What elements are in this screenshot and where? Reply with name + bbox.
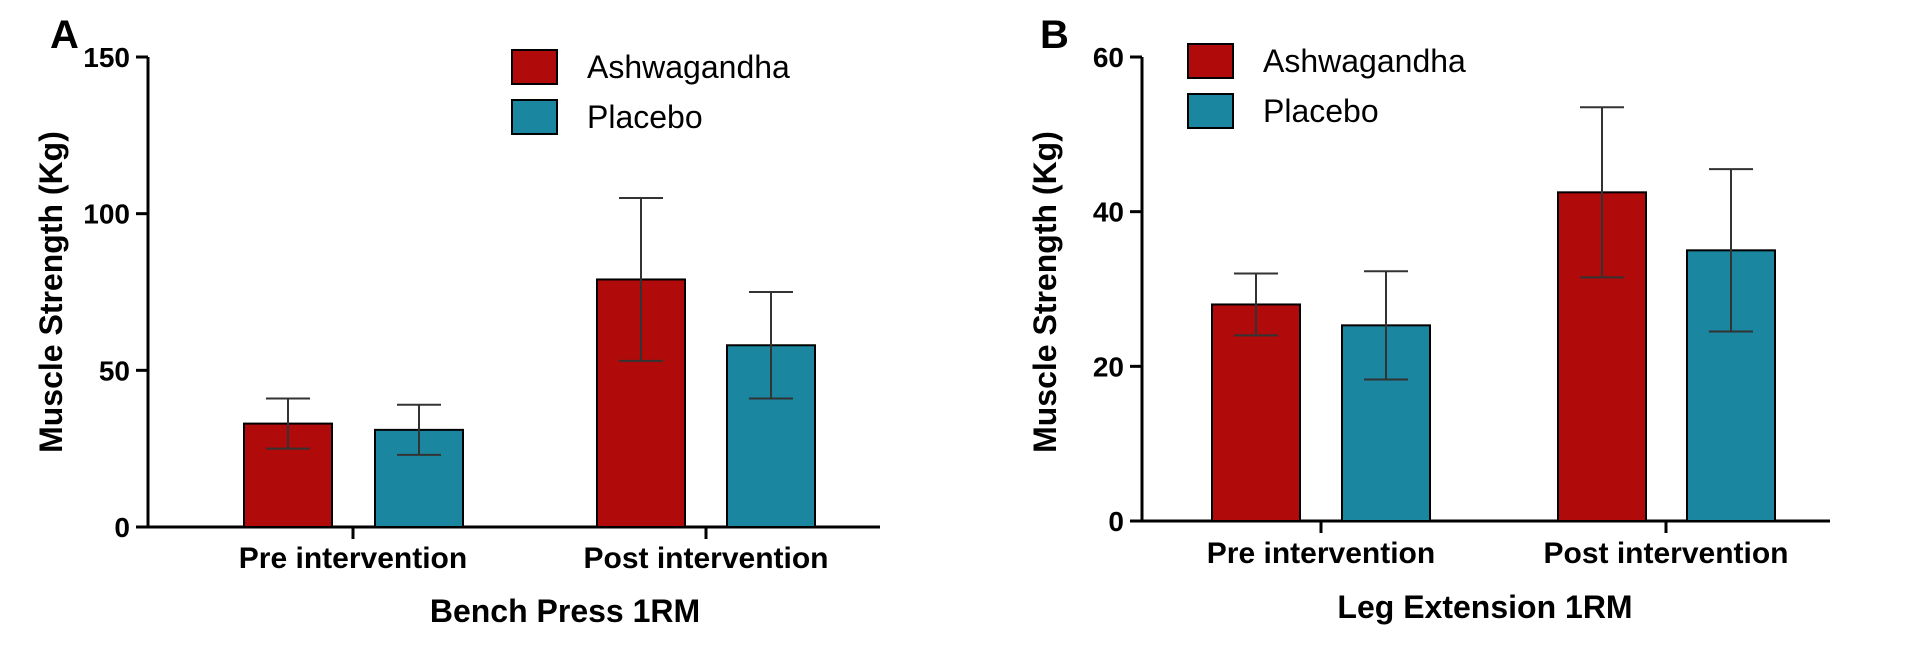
y-tick-label: 150 — [83, 42, 130, 73]
y-tick-label: 0 — [114, 512, 130, 543]
panel-a: A 0 50 100 150 Pre intervention Post intervent… — [33, 13, 880, 629]
legend-label: Placebo — [1263, 93, 1379, 129]
bar-ashwagandha — [1211, 303, 1301, 523]
panel-label: B — [1040, 13, 1069, 57]
legend-swatch-placebo — [1187, 93, 1234, 129]
y-tick-label: 60 — [1093, 42, 1124, 73]
legend-label: Ashwagandha — [1263, 43, 1466, 79]
x-axis-title: Bench Press 1RM — [430, 593, 700, 629]
panel-b: B 0 20 40 60 Pre intervention Post interventio… — [1027, 13, 1830, 625]
y-tick-label: 100 — [83, 199, 130, 230]
legend-swatch-ashwagandha — [511, 49, 558, 85]
y-tick-label: 40 — [1093, 197, 1124, 228]
y-tick-label: 20 — [1093, 351, 1124, 382]
legend-swatch-ashwagandha — [1187, 43, 1234, 79]
y-tick-label: 0 — [1108, 506, 1124, 537]
x-category-label: Pre intervention — [239, 542, 467, 575]
x-axis-title: Leg Extension 1RM — [1337, 589, 1632, 625]
x-category-label: Post intervention — [1543, 537, 1788, 570]
x-category-label: Post intervention — [583, 542, 828, 575]
legend-swatch-placebo — [511, 99, 558, 135]
x-category-label: Pre intervention — [1207, 537, 1435, 570]
y-axis-title: Muscle Strength (Kg) — [1027, 131, 1063, 453]
y-axis-title: Muscle Strength (Kg) — [33, 131, 69, 453]
panel-label: A — [50, 13, 79, 57]
legend-label: Ashwagandha — [587, 49, 790, 85]
y-tick-label: 50 — [99, 355, 130, 386]
legend-label: Placebo — [587, 99, 703, 135]
